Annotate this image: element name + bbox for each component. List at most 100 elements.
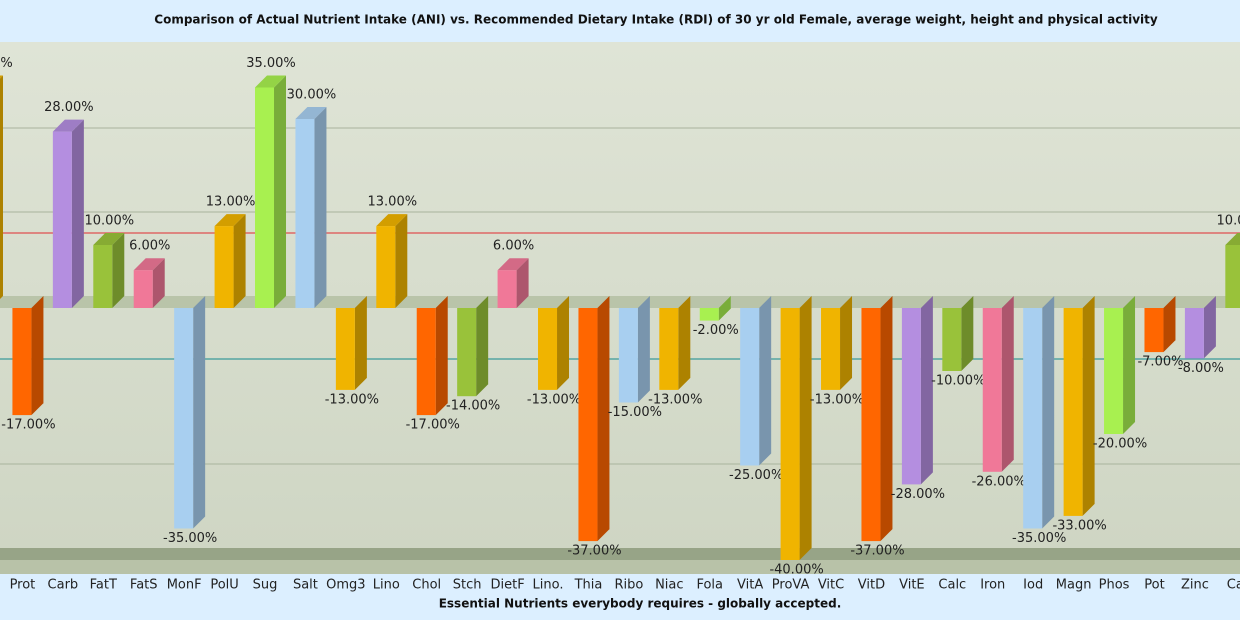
floor [0,560,1240,574]
value-label: -13.00% [527,392,581,407]
value-label: -8.00% [1178,361,1224,376]
bar-side [1082,296,1095,516]
bar [1104,296,1136,434]
bar-front [335,308,355,390]
x-tick-label: Pot [1144,578,1164,593]
x-tick-label: DietF [490,578,524,593]
x-tick-label: Calc [938,578,966,593]
x-axis-title: Essential Nutrients everybody requires -… [439,597,842,611]
x-tick-label: Niac [655,578,683,593]
bar [416,296,448,416]
bar-front [214,226,234,308]
x-tick-label: Ribo [614,578,643,593]
bar-top [497,258,529,271]
x-tick-label: VitA [737,578,763,593]
bar [1225,233,1240,308]
bar-side [880,296,893,542]
bar-side [1203,296,1216,359]
x-tick-label: Thia [574,578,603,593]
bar-side [112,233,125,308]
bar [255,75,287,308]
bar-side [0,75,3,299]
bar [780,296,812,560]
bar-side [354,296,367,390]
value-label: -13.00% [810,392,864,407]
bar-side [840,296,853,390]
x-axis-band [0,574,1240,620]
bar-top [52,119,84,132]
value-label: -37.00% [567,544,621,559]
bar-top [133,258,165,271]
value-label: 13.00% [206,195,256,210]
x-tick-label: VitE [899,578,925,593]
bar [497,258,529,308]
x-tick-label: Fola [696,578,723,593]
bar-front [376,226,396,308]
bar [376,214,408,308]
bar-side [961,296,974,371]
bar [942,296,974,371]
bar-top [214,214,246,227]
value-label: -2.00% [693,323,739,338]
value-label: 35.00% [246,56,296,71]
x-tick-label: Iod [1023,578,1043,593]
bar-front [780,308,800,560]
bar-side [799,296,812,560]
x-tick-label: Omg3 [326,578,365,593]
bar-side [233,214,246,308]
x-tick-label: Magn [1056,578,1092,593]
x-tick-label: Carb [48,578,79,593]
bar-front [578,308,598,542]
bar-side [1001,296,1014,472]
bar-top [295,107,327,119]
bar-side [193,296,206,529]
bar-front [982,308,1002,472]
bar [457,296,489,397]
bar-side [71,119,84,308]
bar-side [678,296,691,390]
value-label: -15.00% [608,405,662,420]
bar-side [1123,296,1136,434]
bar-front [1104,308,1124,434]
bar-side [31,296,44,416]
title-band [0,0,1240,42]
bar [699,296,731,321]
x-tick-label: Iron [980,578,1005,593]
bar [861,296,893,542]
value-label: -13.00% [325,392,379,407]
bar-top [376,214,408,227]
bar-front [416,308,436,416]
value-label: -35.00% [1012,531,1066,546]
bar [982,296,1014,472]
bar-front [538,308,558,390]
bar-front [295,119,315,308]
x-tick-label: VitD [858,578,885,593]
bar-front [861,308,881,542]
bar [659,296,691,390]
bar-front [457,308,477,397]
bar-top [0,75,3,79]
bar-side [1163,296,1176,353]
bar [740,296,772,466]
value-label: 6.00% [129,239,170,254]
bar-front [942,308,962,371]
chart-title: Comparison of Actual Nutrient Intake (AN… [154,13,1158,27]
value-label: -35.00% [163,531,217,546]
bar-front [1225,245,1240,308]
value-label: -25.00% [729,468,783,483]
bar-side [395,214,408,308]
bar-front [1023,308,1043,529]
x-tick-label: PolU [210,578,238,593]
value-label: -28.00% [891,487,945,502]
value-label: -7.00% [1137,355,1183,370]
bar-front [1063,308,1083,516]
value-label: 10.00% [1217,214,1240,229]
bar-side [314,107,327,308]
bar-top [255,75,287,88]
x-tick-label: Phos [1099,578,1130,593]
bar [174,296,206,529]
value-label: -14.00% [446,399,500,414]
bar-front [255,87,275,308]
bar-front [1184,308,1204,359]
bar-side [1042,296,1055,529]
